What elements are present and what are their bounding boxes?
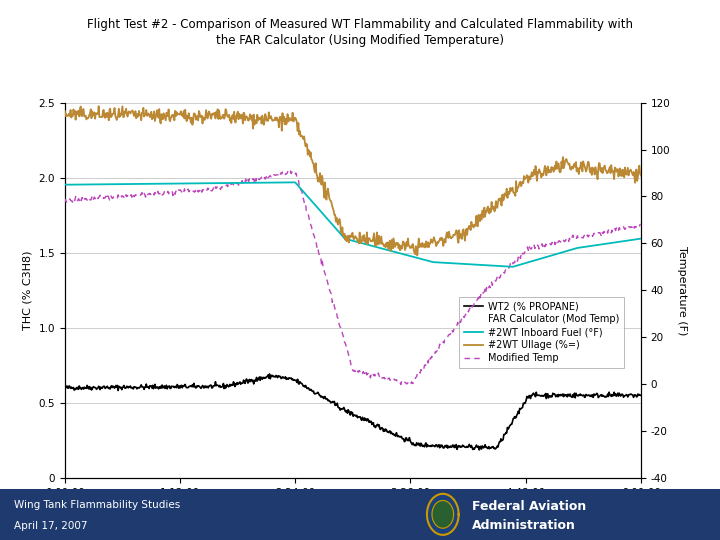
Text: Flight Test #2 - Comparison of Measured WT Flammability and Calculated Flammabil: Flight Test #2 - Comparison of Measured …	[87, 18, 633, 31]
Polygon shape	[427, 494, 459, 535]
Y-axis label: Temperature (F): Temperature (F)	[677, 246, 687, 335]
Text: Wing Tank Flammability Studies: Wing Tank Flammability Studies	[14, 500, 181, 510]
Text: Federal Aviation: Federal Aviation	[472, 500, 586, 513]
X-axis label: Time: Time	[338, 503, 367, 516]
Polygon shape	[432, 501, 454, 528]
Legend: WT2 (% PROPANE), FAR Calculator (Mod Temp), #2WT Inboard Fuel (°F), #2WT Ullage : WT2 (% PROPANE), FAR Calculator (Mod Tem…	[459, 296, 624, 368]
Text: April 17, 2007: April 17, 2007	[14, 521, 88, 531]
Text: Administration: Administration	[472, 519, 575, 532]
Y-axis label: THC (% C3H8): THC (% C3H8)	[23, 251, 33, 330]
Text: the FAR Calculator (Using Modified Temperature): the FAR Calculator (Using Modified Tempe…	[216, 34, 504, 47]
